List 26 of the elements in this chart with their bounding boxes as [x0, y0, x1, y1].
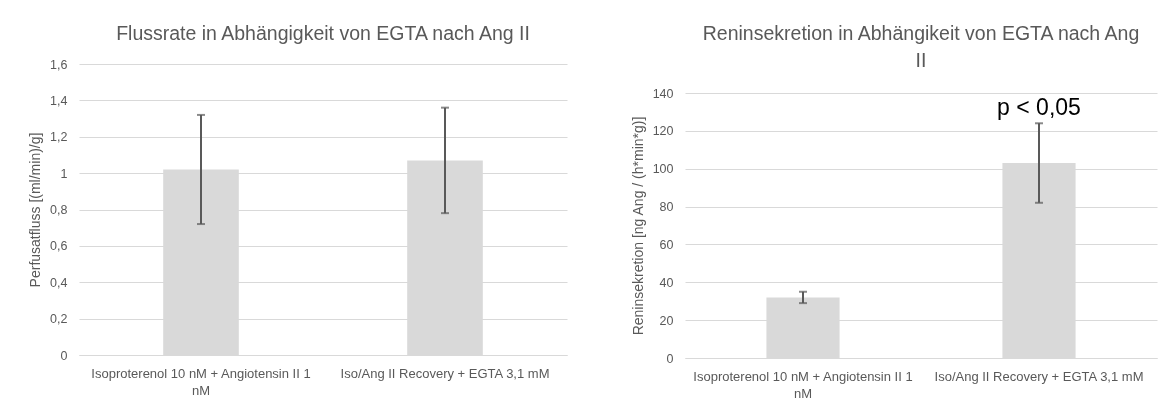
annotation: p < 0,05 — [997, 94, 1081, 121]
y-tick-label: 0,6 — [50, 239, 68, 254]
y-axis-title: Perfusatfluss [(ml/min)/g] — [27, 132, 44, 288]
y-tick-label: 40 — [659, 275, 674, 290]
y-tick-label: 0 — [666, 351, 674, 366]
y-tick-label: 1,6 — [50, 57, 68, 72]
y-tick-label: 120 — [652, 124, 674, 139]
y-tick-label: 20 — [659, 313, 674, 328]
x-tick-label: Iso/Ang II Recovery + EGTA 3,1 mM — [934, 368, 1144, 384]
y-tick-label: 1 — [60, 166, 68, 181]
y-tick-label: 0 — [60, 348, 68, 363]
x-tick-label: Iso/Ang II Recovery + EGTA 3,1 mM — [340, 365, 550, 381]
y-tick-label: 0,8 — [50, 203, 68, 217]
x-tick-label: Isoproterenol 10 nM + Angiotensin II 1 nM — [91, 365, 311, 398]
y-tick-label: 100 — [652, 162, 674, 177]
y-tick-label: 0,2 — [50, 312, 68, 327]
y-tick-label: 140 — [652, 86, 674, 101]
y-tick-label: 60 — [659, 237, 674, 252]
y-tick-label: 1,2 — [50, 130, 68, 145]
y-tick-label: 1,4 — [50, 93, 68, 108]
y-tick-label: 0,4 — [50, 275, 68, 290]
x-tick-label: Isoproterenol 10 nM + Angiotensin II 1 nM — [693, 368, 913, 401]
chart-title: Flussrate in Abhängigkeit von EGTA nach Ang II — [116, 21, 530, 44]
y-tick-label: 80 — [659, 200, 674, 215]
chart-title: Reninsekretion in Abhängikeit von EGTA nach Ang II — [702, 21, 1140, 71]
y-axis-title: Reninsekretion [ng Ang / (h*min*g)] — [629, 116, 646, 336]
